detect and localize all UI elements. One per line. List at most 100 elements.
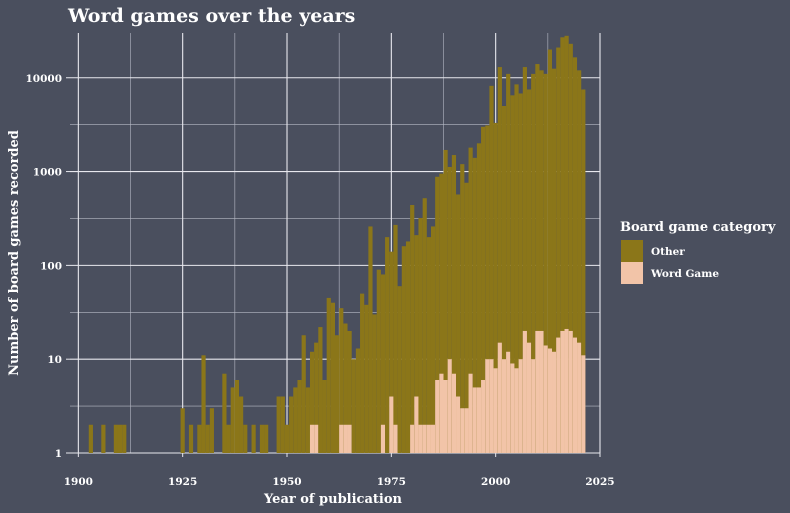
bar-other (581, 89, 586, 453)
bar-word-game (526, 342, 532, 453)
bar-word-game (314, 424, 319, 453)
bar-word-game (339, 424, 344, 453)
bar-word-game (418, 424, 423, 453)
y-tick-label: 10 (47, 354, 62, 366)
bar-word-game (447, 359, 452, 453)
bar-other (251, 424, 256, 453)
bar-other (222, 373, 227, 453)
x-tick-label: 1975 (377, 476, 406, 488)
bar-other (309, 351, 315, 453)
bar-word-game (539, 330, 544, 453)
bar-other (506, 73, 511, 453)
bar-word-game (501, 359, 507, 453)
bar-other (456, 194, 461, 453)
bar-other (385, 237, 390, 453)
bar-word-game (460, 408, 465, 453)
bar-word-game (476, 387, 482, 453)
bar-other (393, 224, 398, 453)
bar-other (372, 314, 377, 453)
bar-other (201, 355, 206, 453)
bar-other (351, 359, 356, 453)
bar-other (364, 304, 369, 453)
y-tick-label: 10000 (25, 73, 62, 85)
bar-other (326, 297, 331, 453)
bar-other (435, 176, 440, 453)
bar-other (347, 330, 352, 453)
bar-other (88, 424, 93, 453)
bar-other (564, 35, 569, 454)
bar-other (418, 217, 423, 453)
bar-word-game (343, 424, 348, 453)
bar-word-game (497, 342, 502, 453)
bar-word-game (506, 351, 511, 453)
bar-other (535, 64, 540, 453)
bar-other (239, 396, 244, 453)
bar-other (464, 182, 469, 454)
x-tick-label: 1925 (168, 476, 197, 488)
bar-other (422, 198, 427, 453)
bar-word-game (522, 330, 527, 453)
bar-word-game (426, 424, 431, 453)
bar-other (389, 251, 394, 453)
legend: Board game category Other Word Game (620, 220, 776, 284)
y-axis-title: Number of board games recorded (7, 130, 22, 376)
bar-other (410, 205, 415, 453)
bar-word-game (481, 380, 486, 453)
bar-other (280, 396, 285, 453)
bars (88, 35, 586, 454)
bar-other (518, 93, 523, 454)
bar-other (497, 67, 502, 453)
bar-other (330, 302, 335, 453)
bar-word-game (380, 424, 386, 453)
bar-other (368, 226, 373, 453)
bar-other (531, 73, 536, 453)
bar-other (510, 95, 515, 453)
bar-other (401, 246, 406, 453)
bar-other (556, 47, 561, 453)
x-axis-title: Year of publication (263, 492, 402, 507)
x-axis-ticks: 1900 1925 1950 1975 2000 2025 (64, 453, 615, 488)
bar-other (322, 380, 327, 453)
y-tick-label: 100 (40, 260, 62, 272)
bar-other (572, 57, 578, 453)
bar-other (560, 37, 565, 454)
bar-word-game (472, 387, 477, 453)
bar-other (397, 286, 402, 453)
legend-label-word-game: Word Game (650, 268, 719, 280)
bar-other (568, 43, 573, 454)
bar-word-game (489, 359, 494, 453)
bar-other (547, 49, 553, 454)
bar-word-game (493, 368, 498, 453)
bar-word-game (531, 359, 536, 453)
bar-word-game (468, 373, 473, 453)
bar-word-game (435, 380, 440, 453)
bar-other (376, 269, 381, 453)
bar-other (380, 274, 386, 453)
bar-other (493, 122, 498, 454)
bar-other (539, 70, 544, 453)
bar-word-game (510, 363, 515, 453)
bar-word-game (552, 351, 557, 453)
bar-word-game (485, 359, 490, 453)
bar-other (318, 327, 323, 453)
bar-other (113, 424, 118, 453)
bar-other (243, 424, 248, 453)
bar-other (234, 380, 240, 453)
bar-other (501, 105, 507, 453)
x-tick-label: 1900 (64, 476, 93, 488)
bar-word-game (543, 345, 548, 453)
bar-word-game (581, 355, 586, 453)
x-tick-label: 2025 (585, 476, 614, 488)
bar-word-game (572, 337, 578, 453)
bar-word-game (443, 380, 448, 453)
bar-other (468, 147, 473, 453)
bar-other (476, 143, 482, 453)
bar-other (209, 408, 214, 453)
bar-other (414, 235, 419, 453)
bar-word-game (564, 328, 569, 453)
bar-word-game (514, 368, 519, 453)
bar-word-game (547, 348, 553, 453)
bar-other (439, 173, 444, 453)
bar-other (188, 424, 194, 453)
